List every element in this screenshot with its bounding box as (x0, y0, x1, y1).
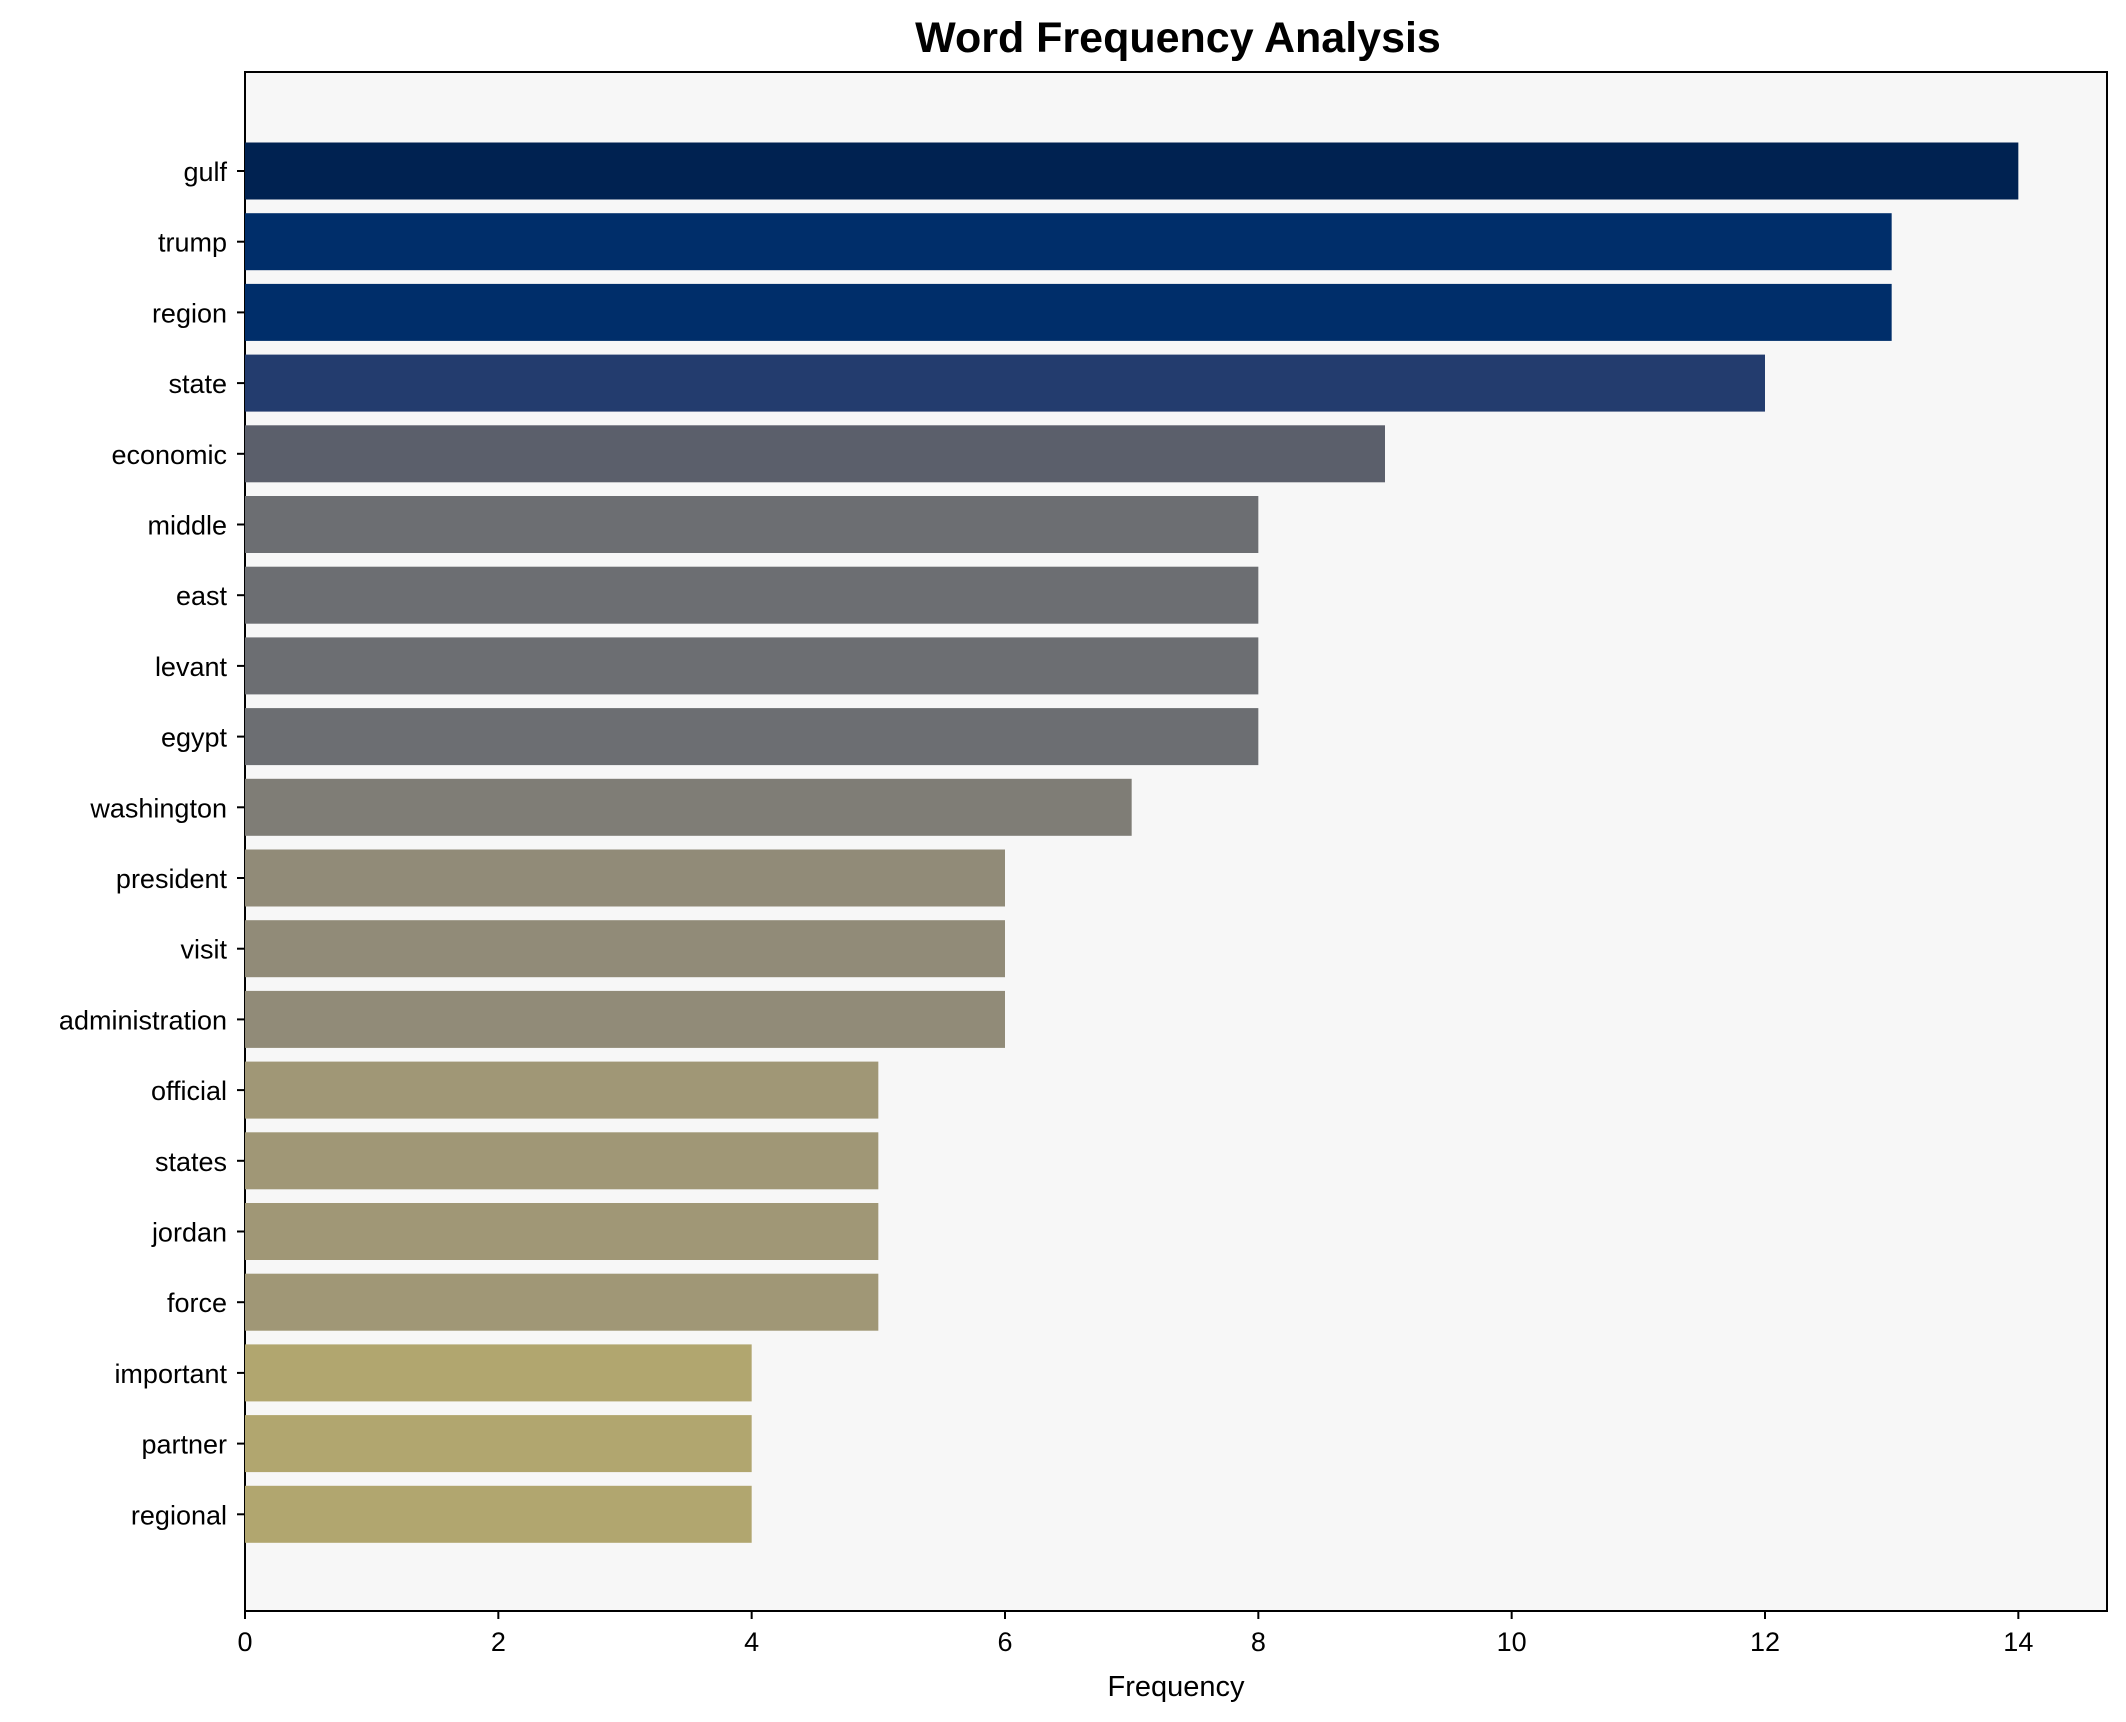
bar-east (245, 566, 1259, 624)
y-tick-label: washington (89, 793, 227, 823)
bar-regional (245, 1485, 752, 1543)
x-tick-label: 2 (491, 1627, 506, 1657)
bar-egypt (245, 708, 1259, 766)
y-tick-label: partner (141, 1430, 227, 1460)
chart-title: Word Frequency Analysis (915, 14, 1441, 62)
y-tick-label: east (176, 581, 228, 611)
y-tick-label: middle (147, 511, 227, 541)
bar-middle (245, 496, 1259, 553)
bar-visit (245, 920, 1005, 978)
x-tick-label: 14 (2003, 1627, 2033, 1657)
x-axis-label: Frequency (1107, 1671, 1245, 1703)
bar-washington (245, 778, 1132, 836)
bar-partner (245, 1415, 752, 1473)
y-tick-label: administration (59, 1005, 227, 1035)
y-tick-label: regional (131, 1500, 227, 1530)
bar-levant (245, 637, 1259, 695)
y-tick-label: visit (181, 935, 228, 965)
y-tick-label: economic (111, 440, 227, 470)
y-tick-label: important (114, 1359, 227, 1389)
bar-states (245, 1132, 879, 1190)
x-tick-label: 8 (1251, 1627, 1266, 1657)
bar-state (245, 354, 1765, 412)
y-tick-label: state (168, 369, 227, 399)
y-tick-label: levant (155, 652, 228, 682)
x-tick-label: 6 (997, 1627, 1012, 1657)
bar-important (245, 1344, 752, 1402)
bar-trump (245, 213, 1892, 271)
y-tick-label: jordan (151, 1218, 227, 1248)
y-tick-label: president (116, 864, 228, 894)
y-tick-label: egypt (161, 723, 228, 753)
y-tick-label: force (167, 1288, 227, 1318)
x-tick-label: 10 (1497, 1627, 1527, 1657)
bar-official (245, 1061, 879, 1119)
x-tick-label: 0 (237, 1627, 252, 1657)
bar-force (245, 1273, 879, 1331)
y-tick-label: gulf (183, 157, 227, 187)
bar-economic (245, 425, 1385, 483)
y-tick-label: official (151, 1076, 227, 1106)
y-tick-label: region (152, 298, 227, 328)
x-tick-label: 12 (1750, 1627, 1780, 1657)
bar-administration (245, 990, 1005, 1048)
y-tick-label: states (155, 1147, 227, 1177)
bar-president (245, 849, 1005, 907)
x-tick-label: 4 (744, 1627, 759, 1657)
bar-region (245, 283, 1892, 341)
y-tick-label: trump (158, 228, 227, 258)
bar-jordan (245, 1203, 879, 1260)
bar-gulf (245, 142, 2019, 200)
